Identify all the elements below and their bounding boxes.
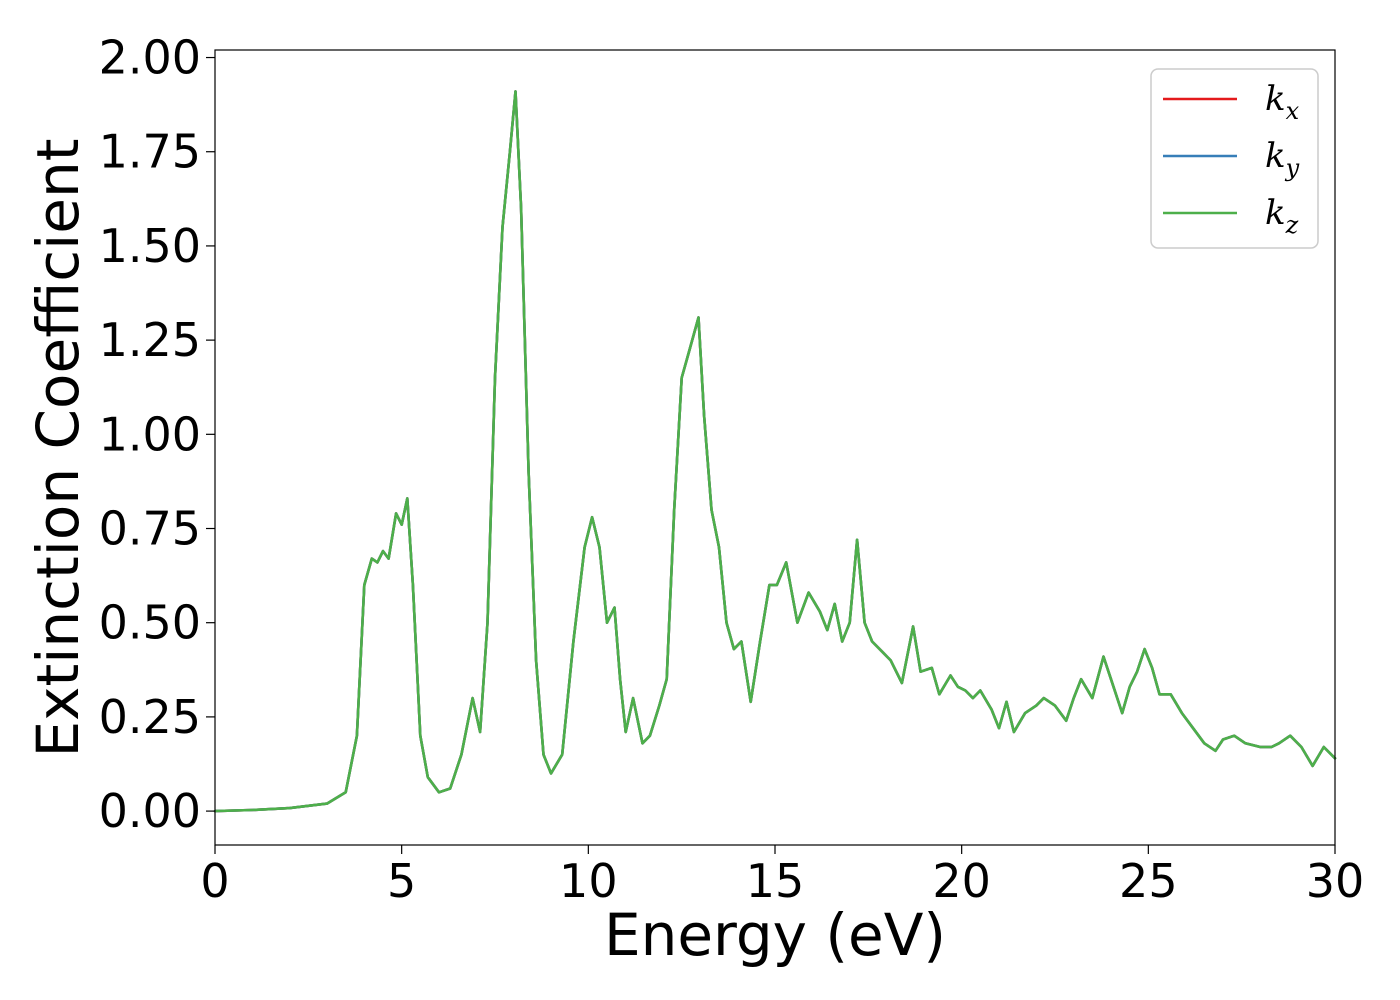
y-tick-label: 1.75	[99, 125, 201, 179]
x-tick-label: 15	[746, 854, 805, 908]
legend-label-k-x: kx	[1265, 79, 1300, 125]
legend-label-k-y: ky	[1265, 136, 1300, 182]
x-tick-label: 10	[559, 854, 618, 908]
y-tick-label: 0.00	[99, 784, 201, 838]
legend: kx ky kz	[1150, 68, 1319, 249]
x-tick-label: 30	[1306, 854, 1365, 908]
y-axis: 0.00 0.25 0.50 0.75 1.00 1.25 1.50 1.75 2.00	[99, 31, 215, 838]
x-tick-label: 25	[1119, 854, 1178, 908]
legend-label-k-z: kz	[1265, 193, 1299, 239]
x-axis-label: Energy (eV)	[604, 901, 946, 969]
y-axis-label: Extinction Coefficient	[24, 139, 92, 758]
y-tick-label: 2.00	[99, 31, 201, 85]
series-lines	[213, 90, 1337, 813]
y-tick-label: 1.00	[99, 407, 201, 461]
y-tick-label: 1.25	[99, 313, 201, 367]
x-tick-label: 0	[200, 854, 229, 908]
legend-box	[1150, 68, 1319, 249]
y-tick-label: 1.50	[99, 219, 201, 273]
x-tick-label: 5	[387, 854, 416, 908]
plot-area	[215, 50, 1335, 845]
y-tick-label: 0.25	[99, 690, 201, 744]
x-axis: 0 5 10 15 20 25 30	[200, 845, 1364, 908]
y-tick-label: 0.50	[99, 596, 201, 650]
y-tick-label: 0.75	[99, 502, 201, 556]
series-line-k-z	[213, 90, 1337, 813]
x-tick-label: 20	[932, 854, 991, 908]
